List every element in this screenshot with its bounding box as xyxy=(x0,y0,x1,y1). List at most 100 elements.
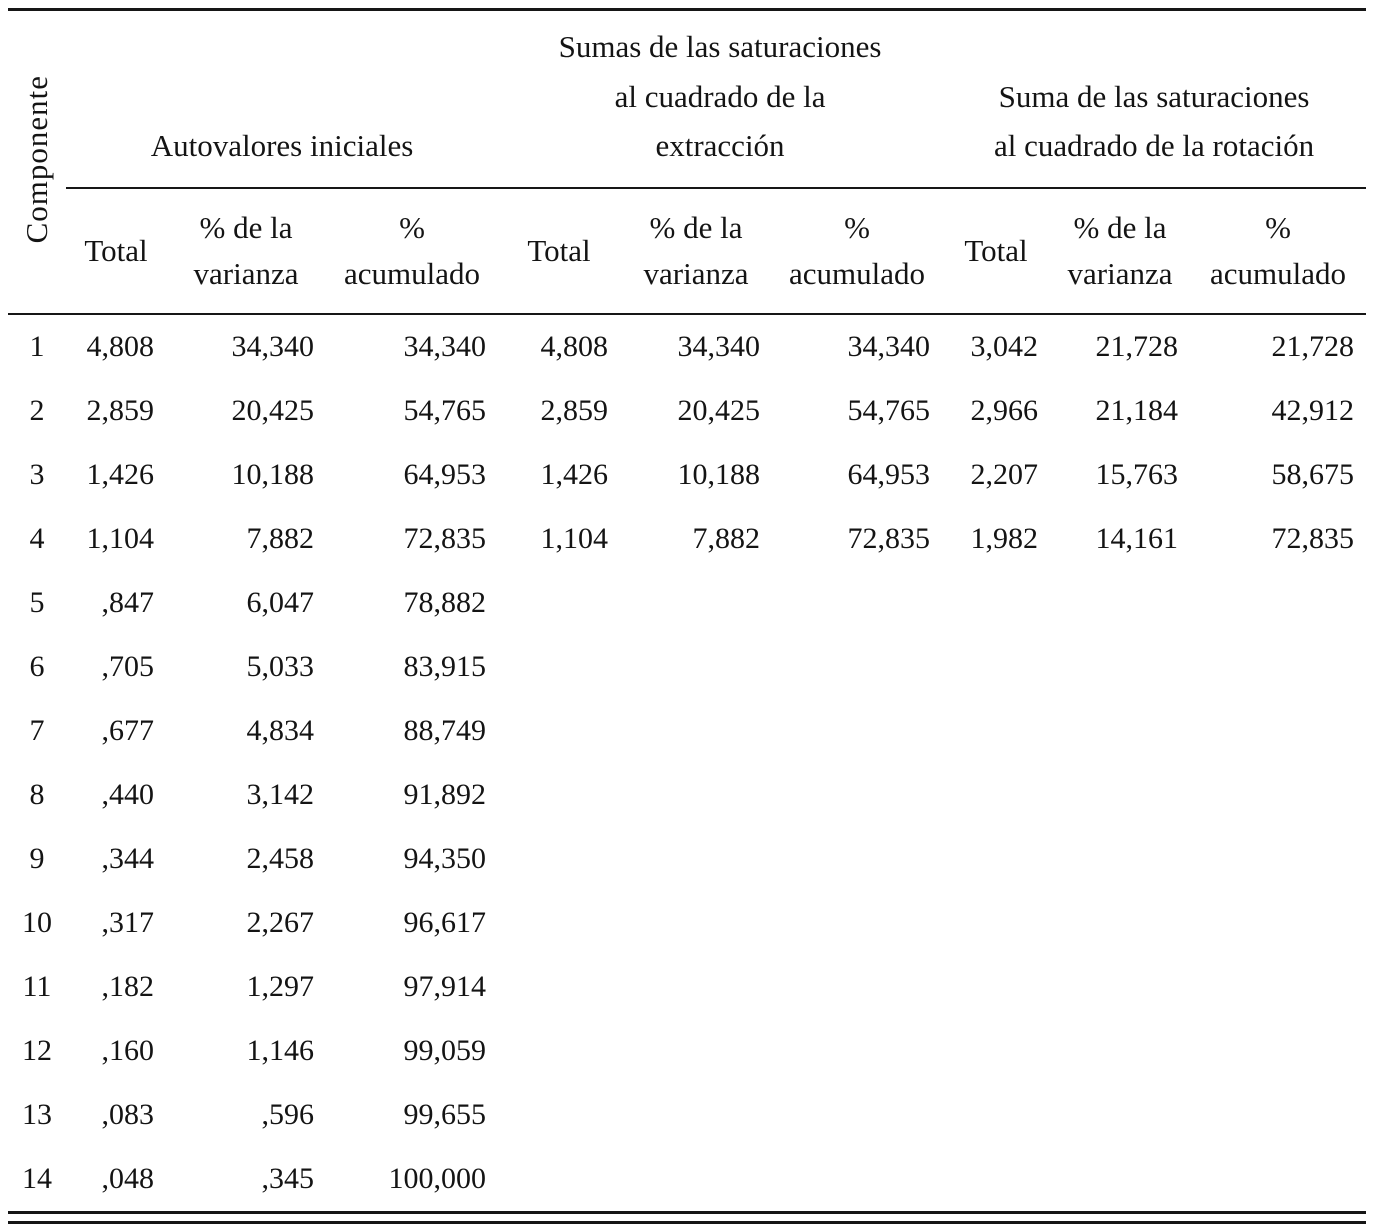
value-cell xyxy=(942,955,1050,1019)
component-column-header: Componente xyxy=(8,9,66,315)
table-row: 12 ,160 1,146 99,059 xyxy=(8,1019,1366,1083)
value-cell: 4,834 xyxy=(246,714,315,747)
value-cell xyxy=(772,763,942,827)
value-cell: 99,655 xyxy=(403,1098,487,1131)
value-cell: ,083 xyxy=(101,1098,155,1131)
table-row: 10 ,317 2,267 96,617 xyxy=(8,891,1366,955)
value-cell xyxy=(772,955,942,1019)
subheader-acumulado-2: % acumulado xyxy=(772,188,943,315)
value-cell: 2,458 xyxy=(246,842,315,875)
value-cell xyxy=(1050,827,1190,891)
group-header-suma-rotacion: Suma de las saturaciones al cuadrado de … xyxy=(942,9,1367,189)
value-cell xyxy=(498,699,620,763)
value-cell: 99,059 xyxy=(403,1034,487,1067)
value-cell: 97,914 xyxy=(403,970,487,1003)
table-row: 14 ,048 ,345 100,000 xyxy=(8,1147,1366,1211)
value-cell xyxy=(498,1147,620,1211)
value-cell xyxy=(1050,635,1190,699)
value-cell xyxy=(772,1083,942,1147)
value-cell xyxy=(498,635,620,699)
value-cell xyxy=(1050,891,1190,955)
component-number: 13 xyxy=(22,1098,52,1131)
component-number: 14 xyxy=(22,1162,52,1195)
value-cell: 34,340 xyxy=(403,330,487,363)
value-cell: ,440 xyxy=(101,778,155,811)
value-cell: 78,882 xyxy=(403,586,487,619)
value-cell: 72,835 xyxy=(403,522,487,555)
value-cell xyxy=(1190,763,1366,827)
component-number: 12 xyxy=(22,1034,52,1067)
subheader-varianza-2: % de la varianza xyxy=(620,188,773,315)
value-cell xyxy=(772,1147,942,1211)
value-cell: 1,982 xyxy=(970,522,1039,555)
component-number: 1 xyxy=(29,330,45,363)
value-cell: 94,350 xyxy=(403,842,487,875)
subheader-varianza-1: % de la varianza xyxy=(166,188,326,315)
value-cell: 64,953 xyxy=(847,458,931,491)
value-cell: 96,617 xyxy=(403,906,487,939)
value-cell xyxy=(1050,955,1190,1019)
table-row: 5 ,847 6,047 78,882 xyxy=(8,571,1366,635)
value-cell: ,048 xyxy=(101,1162,155,1195)
table-row: 3 1,426 10,188 64,953 1,426 10,188 64,953 2,207… xyxy=(8,443,1366,507)
value-cell: 5,033 xyxy=(246,650,315,683)
value-cell: 58,675 xyxy=(1271,458,1355,491)
value-cell: 7,882 xyxy=(246,522,315,555)
value-cell xyxy=(498,1019,620,1083)
value-cell xyxy=(942,635,1050,699)
value-cell xyxy=(942,763,1050,827)
value-cell: 21,728 xyxy=(1271,330,1355,363)
value-cell: 1,426 xyxy=(86,458,155,491)
component-number: 6 xyxy=(29,650,45,683)
value-cell: 54,765 xyxy=(403,394,487,427)
value-cell: 88,749 xyxy=(403,714,487,747)
value-cell: 42,912 xyxy=(1271,394,1355,427)
value-cell xyxy=(620,699,772,763)
value-cell: ,847 xyxy=(101,586,155,619)
value-cell: 10,188 xyxy=(231,458,315,491)
value-cell: 72,835 xyxy=(847,522,931,555)
value-cell xyxy=(1190,571,1366,635)
value-cell: 2,267 xyxy=(246,906,315,939)
value-cell xyxy=(1190,891,1366,955)
value-cell: 21,184 xyxy=(1095,394,1179,427)
value-cell: 6,047 xyxy=(246,586,315,619)
subheader-acumulado-1: % acumulado xyxy=(326,188,499,315)
value-cell xyxy=(1050,1083,1190,1147)
value-cell xyxy=(1050,1019,1190,1083)
value-cell: 64,953 xyxy=(403,458,487,491)
table-row: 9 ,344 2,458 94,350 xyxy=(8,827,1366,891)
value-cell xyxy=(942,827,1050,891)
value-cell xyxy=(620,1083,772,1147)
subheader-total-1: Total xyxy=(66,188,166,315)
component-number: 9 xyxy=(29,842,45,875)
value-cell xyxy=(620,1019,772,1083)
component-number: 8 xyxy=(29,778,45,811)
value-cell xyxy=(772,571,942,635)
value-cell: 34,340 xyxy=(231,330,315,363)
value-cell xyxy=(620,763,772,827)
table-row: 11 ,182 1,297 97,914 xyxy=(8,955,1366,1019)
component-number: 7 xyxy=(29,714,45,747)
value-cell xyxy=(942,891,1050,955)
value-cell: 34,340 xyxy=(847,330,931,363)
value-cell: 72,835 xyxy=(1271,522,1355,555)
value-cell xyxy=(1190,699,1366,763)
value-cell xyxy=(498,891,620,955)
subheader-acumulado-3: % acumulado xyxy=(1190,188,1367,315)
value-cell: 3,042 xyxy=(970,330,1039,363)
value-cell: 1,146 xyxy=(246,1034,315,1067)
value-cell xyxy=(772,891,942,955)
value-cell xyxy=(772,699,942,763)
table-bottom-rule xyxy=(8,1211,1366,1224)
value-cell: 14,161 xyxy=(1095,522,1179,555)
value-cell: 1,104 xyxy=(540,522,609,555)
table-row: 2 2,859 20,425 54,765 2,859 20,425 54,765 2,966… xyxy=(8,379,1366,443)
value-cell: 3,142 xyxy=(246,778,315,811)
value-cell: ,344 xyxy=(101,842,155,875)
value-cell xyxy=(620,955,772,1019)
value-cell: ,182 xyxy=(101,970,155,1003)
table-row: 6 ,705 5,033 83,915 xyxy=(8,635,1366,699)
value-cell: 4,808 xyxy=(86,330,155,363)
